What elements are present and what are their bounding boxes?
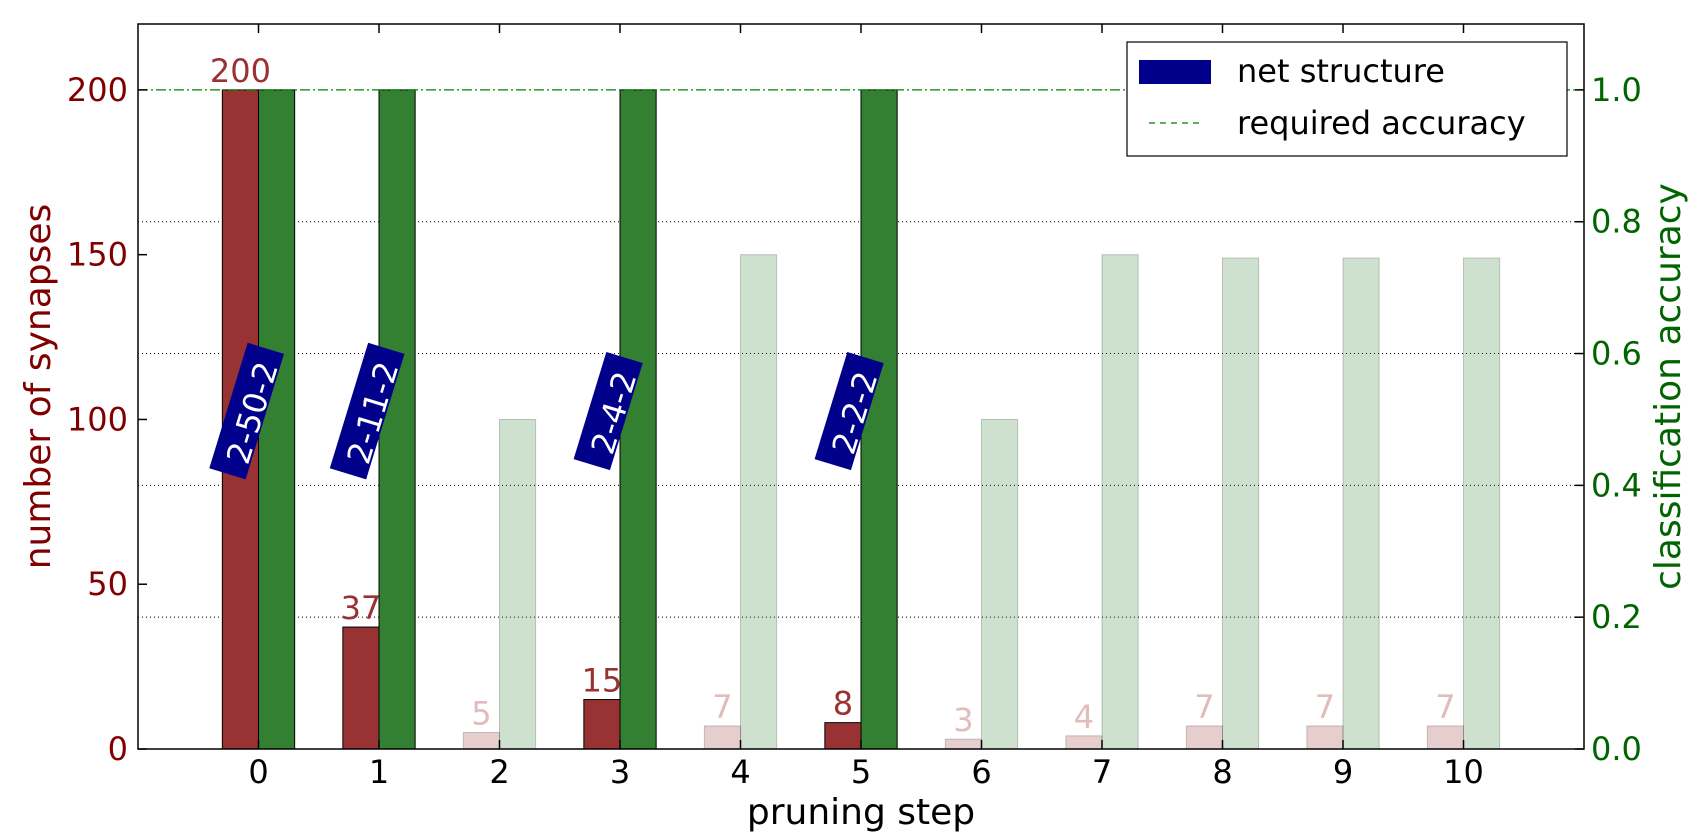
left-tick-label: 150 — [67, 236, 128, 274]
value-label: 7 — [1194, 688, 1214, 726]
x-tick-label: 0 — [248, 753, 268, 791]
x-tick-label: 7 — [1092, 753, 1112, 791]
value-label: 7 — [712, 688, 732, 726]
left-tick-label: 0 — [108, 730, 128, 768]
x-tick-label: 4 — [730, 753, 750, 791]
x-tick-label: 1 — [369, 753, 389, 791]
x-axis-label: pruning step — [747, 792, 975, 833]
synapse-bar — [824, 722, 862, 750]
x-tick-label: 10 — [1443, 753, 1484, 791]
accuracy-bar — [378, 89, 416, 750]
axes: 0 50 100 150 200 0.0 0.2 0.4 0.6 0.8 1.0 0 1 2 3 4 5 6 7 8 9… — [18, 24, 1689, 833]
right-tick-label: 0.0 — [1591, 730, 1642, 768]
value-labels: 200 37 5 15 7 8 3 4 7 7 7 — [210, 52, 1456, 739]
net-structure-box — [329, 342, 405, 480]
value-label: 15 — [582, 662, 623, 700]
value-label: 5 — [471, 695, 491, 733]
net-structure-labels: 2-50-2 2-11-2 2-4-2 2-2-2 — [209, 342, 885, 480]
value-label: 7 — [1315, 688, 1335, 726]
accuracy-bar — [499, 418, 537, 750]
x-tick-label: 2 — [489, 753, 509, 791]
net-structure-box — [573, 351, 643, 471]
legend: net structure required accuracy — [1126, 41, 1568, 157]
synapse-bar — [1426, 725, 1464, 750]
accuracy-bar — [1222, 257, 1260, 750]
legend-label: net structure — [1237, 52, 1445, 90]
synapse-bar — [1185, 725, 1223, 750]
right-tick-label: 0.2 — [1591, 598, 1642, 636]
left-tick-label: 50 — [87, 565, 128, 603]
left-tick-label: 100 — [67, 400, 128, 438]
accuracy-bar — [1342, 257, 1380, 750]
legend-swatch — [1139, 60, 1211, 84]
accuracy-bar — [740, 254, 778, 750]
x-tick-label: 8 — [1212, 753, 1232, 791]
x-tick-label: 6 — [971, 753, 991, 791]
synapse-bar — [1065, 735, 1103, 750]
accuracy-bar — [981, 418, 1019, 750]
right-tick-label: 0.6 — [1591, 335, 1642, 373]
synapse-bar — [703, 725, 741, 750]
value-label: 8 — [833, 685, 853, 723]
value-label: 7 — [1435, 688, 1455, 726]
synapse-bar — [1306, 725, 1344, 750]
accuracy-bar — [1101, 254, 1139, 750]
accuracy-bar — [860, 89, 898, 750]
right-tick-label: 0.4 — [1591, 466, 1642, 504]
left-tick-label: 200 — [67, 71, 128, 109]
synapse-bar — [462, 732, 501, 750]
x-tick-label: 5 — [851, 753, 871, 791]
synapse-bar — [583, 699, 621, 750]
x-tick-label: 9 — [1333, 753, 1353, 791]
synapse-bar — [944, 738, 982, 750]
value-label: 4 — [1074, 698, 1094, 736]
value-label: 200 — [210, 52, 271, 90]
value-label: 37 — [341, 589, 382, 627]
y-axis-label-right: classification accuracy — [1648, 183, 1689, 590]
synapse-bar — [342, 626, 380, 750]
x-tick-label: 3 — [610, 753, 630, 791]
legend-label: required accuracy — [1237, 104, 1526, 142]
right-tick-label: 1.0 — [1591, 71, 1642, 109]
net-structure-box — [814, 351, 884, 471]
net-structure-box — [209, 342, 284, 480]
accuracy-bar — [1463, 257, 1501, 750]
right-tick-label: 0.8 — [1591, 203, 1642, 241]
y-axis-label-left: number of synapses — [18, 204, 59, 570]
value-label: 3 — [953, 701, 973, 739]
